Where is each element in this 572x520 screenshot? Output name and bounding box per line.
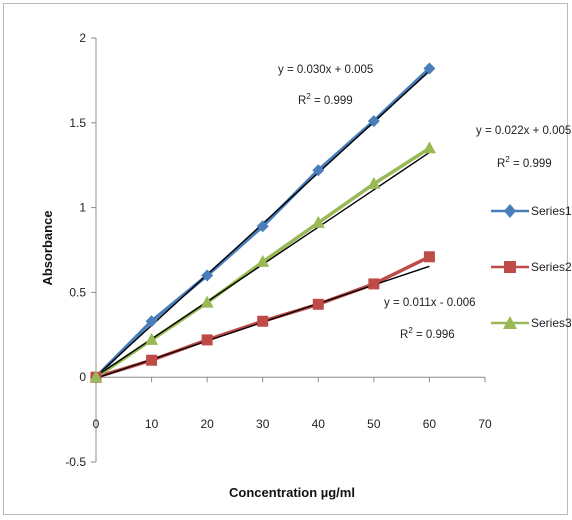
series1-r2-sup: 2 — [306, 92, 311, 101]
series1-point — [256, 220, 269, 233]
series3-point — [256, 254, 270, 267]
series3-point — [200, 295, 214, 308]
legend-marker-series2 — [504, 261, 516, 273]
series2-point — [257, 315, 269, 327]
legend-label-series1: Series1 — [531, 204, 572, 218]
series2-point — [201, 334, 213, 346]
y-axis-title: Absorbance — [40, 210, 55, 285]
legend-label-series2: Series2 — [531, 260, 572, 274]
series2-point — [423, 251, 435, 263]
markers — [89, 62, 436, 384]
y-tick-label: 1 — [79, 201, 86, 215]
legend-item-series1: Series1 — [491, 204, 572, 218]
series2-r2-prefix: R — [400, 329, 408, 341]
x-tick-label: 0 — [93, 417, 100, 431]
y-tick-label: 0.5 — [69, 285, 86, 299]
series3-r2-value: = 0.999 — [510, 158, 552, 170]
legend: Series1 Series2 Series3 — [491, 204, 572, 330]
x-tick-label: 60 — [423, 417, 437, 431]
series1-point — [201, 269, 214, 282]
series3-point — [311, 215, 325, 228]
x-tick-label: 50 — [367, 417, 381, 431]
series3-point — [145, 332, 159, 345]
series3-point — [367, 176, 381, 189]
series2-r2-value: = 0.996 — [413, 329, 455, 341]
x-tick-label: 20 — [200, 417, 214, 431]
x-tick-label: 40 — [312, 417, 326, 431]
series1-r2-value: = 0.999 — [311, 95, 353, 107]
series2-r2-sup: 2 — [408, 326, 413, 335]
series3-r2: R2 = 0.999 — [497, 155, 552, 170]
series3-point — [89, 370, 103, 383]
chart-frame — [3, 3, 568, 515]
legend-label-series3: Series3 — [531, 316, 572, 330]
x-tick-label: 10 — [145, 417, 159, 431]
x-axis-title: Concentration µg/ml — [229, 485, 355, 500]
series3-r2-prefix: R — [497, 158, 505, 170]
series1-point — [423, 62, 436, 75]
legend-item-series3: Series3 — [491, 316, 572, 330]
y-tick-label: 0 — [79, 370, 86, 384]
series1-r2-prefix: R — [298, 95, 306, 107]
x-tick-label: 70 — [478, 417, 492, 431]
series3-equation: y = 0.022x + 0.005 — [476, 125, 571, 137]
series1-r2: R2 = 0.999 — [298, 92, 353, 107]
series3-r2-sup: 2 — [505, 155, 510, 164]
series2-point — [312, 298, 324, 310]
legend-marker-series3 — [503, 316, 517, 329]
legend-marker-series1 — [504, 204, 516, 218]
legend-item-series2: Series2 — [491, 260, 572, 274]
series2-r2: R2 = 0.996 — [400, 326, 455, 341]
series2-equation: y = 0.011x - 0.006 — [384, 297, 476, 309]
series1-point — [312, 164, 325, 177]
axes: -0.500.511.520 10 20 30 40 50 60 70 — [65, 31, 492, 469]
series2-point — [146, 354, 158, 366]
series1-point — [367, 115, 380, 128]
series1-point — [145, 315, 158, 328]
series3-point — [422, 141, 436, 154]
y-tick-label: -0.5 — [65, 455, 86, 469]
y-tick-label: 2 — [79, 31, 86, 45]
series1-equation: y = 0.030x + 0.005 — [278, 64, 373, 76]
series2-point — [368, 278, 380, 290]
x-tick-label: 30 — [256, 417, 270, 431]
y-tick-label: 1.5 — [69, 116, 86, 130]
